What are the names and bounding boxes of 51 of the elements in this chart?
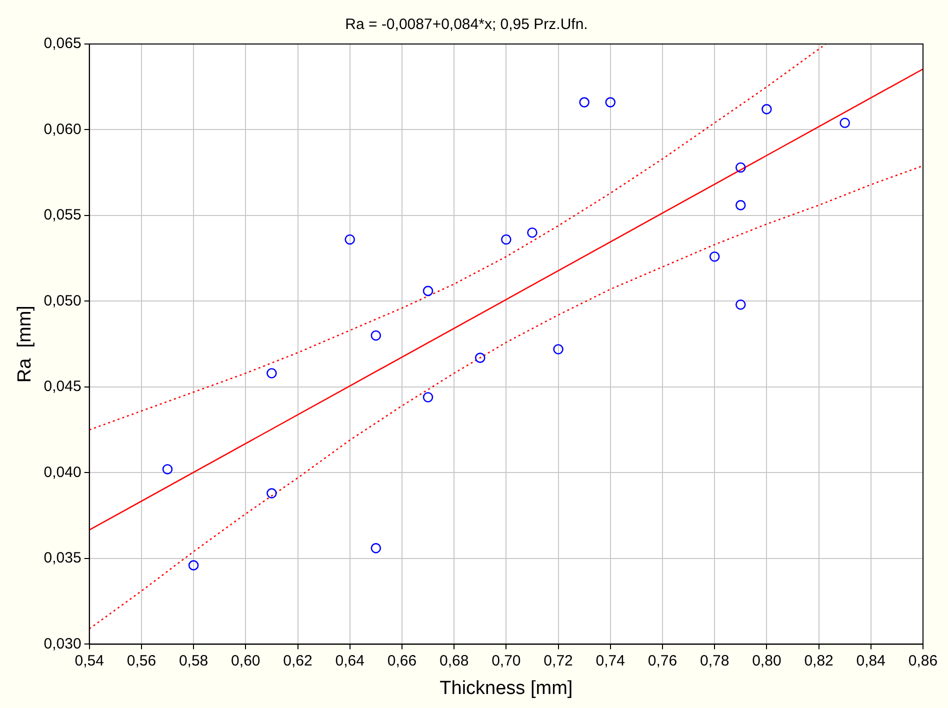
x-axis-title: Thickness [mm]: [440, 678, 573, 699]
x-tick-label: 0,68: [439, 652, 469, 670]
x-tick-label: 0,60: [231, 652, 260, 670]
y-tick-label: 0,030: [44, 635, 82, 652]
x-tick-label: 0,54: [74, 652, 104, 670]
y-axis-title: Ra [mm]: [14, 306, 36, 383]
y-tick-label: 0,065: [44, 35, 82, 52]
point: [709, 251, 720, 262]
x-tick-label: 0,86: [908, 652, 938, 670]
point: [762, 104, 772, 114]
point: [527, 227, 538, 238]
line-series: [89, 44, 826, 430]
point: [579, 97, 590, 108]
x-tick-label: 0,80: [752, 652, 782, 670]
point: [266, 368, 277, 378]
point: [188, 560, 199, 570]
y-tick-label: 0,055: [44, 206, 82, 224]
x-tick-label: 0,66: [387, 652, 417, 670]
x-tick-label: 0,64: [335, 652, 364, 670]
point: [266, 488, 277, 498]
x-tick-label: 0,76: [648, 652, 678, 670]
y-tick-label: 0,060: [44, 120, 82, 138]
point: [605, 97, 616, 108]
point: [422, 392, 434, 402]
x-tick-label: 0,62: [283, 652, 312, 670]
x-tick-label: 0,78: [700, 652, 730, 670]
line-series: [89, 165, 923, 630]
y-tick-label: 0,045: [44, 378, 82, 396]
point: [344, 234, 356, 245]
x-tick-label: 0,58: [178, 652, 208, 670]
point: [162, 464, 173, 474]
y-tick-label: 0,050: [44, 292, 82, 310]
x-tick-label: 0,70: [492, 652, 521, 670]
point: [422, 286, 434, 296]
x-tick-label: 0,84: [856, 652, 886, 670]
y-tick-label: 0,035: [44, 550, 82, 567]
chart-title: Ra = -0,0087+0,084*x; 0,95 Prz.Ufn.: [345, 16, 588, 34]
point: [474, 352, 486, 363]
point: [840, 118, 850, 128]
x-tick-label: 0,82: [804, 652, 834, 670]
point: [735, 300, 746, 310]
point: [370, 330, 382, 341]
point: [370, 543, 382, 554]
x-tick-label: 0,56: [126, 652, 156, 670]
point: [735, 162, 746, 173]
x-tick-label: 0,74: [596, 652, 625, 670]
point: [735, 200, 746, 210]
point: [553, 344, 564, 354]
x-tick-label: 0,72: [544, 652, 573, 670]
point: [501, 234, 512, 245]
y-tick-label: 0,040: [44, 464, 82, 481]
